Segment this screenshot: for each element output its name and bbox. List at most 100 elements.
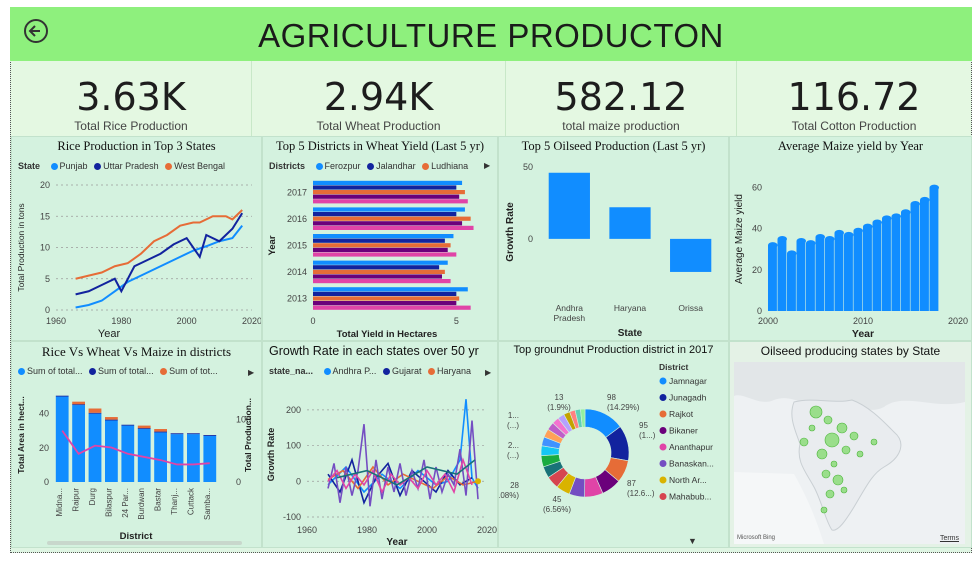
x-tick-label: Pradesh [553, 313, 585, 323]
stacked-bar [170, 433, 184, 435]
x-tick-label: Bilaspur [104, 488, 113, 517]
y-tick-label: 20 [752, 265, 762, 275]
x-tick-label: 2020 [242, 316, 262, 326]
horizontal-scrollbar [47, 541, 242, 545]
x-axis-title: Year [852, 328, 874, 340]
legend-title: State [18, 161, 41, 171]
legend-item[interactable]: Uttar Pradesh [103, 161, 159, 171]
series-line-uttar-pradesh [75, 212, 244, 296]
legend-next-icon[interactable]: ▶ [248, 368, 255, 377]
y-axis-title: Average Maize yield [734, 194, 745, 284]
x-axis-title: State [618, 328, 643, 339]
series-line [336, 459, 476, 486]
scroll-down-icon[interactable]: ▼ [688, 536, 697, 546]
legend-item[interactable]: Sum of total... [98, 366, 154, 376]
y-tick-label: 0 [528, 234, 533, 244]
legend-swatch [165, 163, 173, 170]
area-bar [844, 234, 853, 311]
x-tick-label: Samba... [203, 488, 212, 520]
legend-item[interactable]: Ludhiana [431, 161, 469, 171]
area-cap [910, 201, 920, 208]
legend-item[interactable]: Sum of total... [27, 366, 83, 376]
x-tick-label: 2010 [853, 316, 873, 326]
x-tick-label: 1960 [46, 316, 66, 326]
stacked-bar [187, 433, 200, 435]
map-bubble [825, 489, 835, 499]
bar [313, 194, 460, 199]
stacked-bar [105, 419, 118, 421]
legend-item[interactable]: Ferozpur [324, 161, 361, 171]
stacked-bar [203, 435, 217, 482]
data-label-pct: (...) [507, 451, 519, 460]
y-tick-label: 0 [296, 476, 301, 486]
legend-item: Mahabub... [669, 492, 712, 502]
area-bar [768, 245, 777, 311]
legend-item[interactable]: West Bengal [174, 161, 225, 171]
legend-swatch [89, 368, 97, 375]
legend-swatch [18, 368, 25, 375]
map-bubble [809, 405, 823, 419]
header-bar: AGRICULTURE PRODUCTON [10, 7, 972, 61]
legend-next-icon[interactable]: ▶ [485, 368, 492, 377]
legend-item: Ananthapur [669, 442, 713, 452]
legend-title: District [659, 362, 688, 372]
area-bar [882, 218, 891, 311]
chart-title: Growth Rate in each states over 50 yr [269, 344, 479, 358]
area-bar [929, 187, 939, 311]
x-tick-label: Midna... [55, 488, 64, 516]
bar [313, 269, 445, 274]
x-tick-label: 5 [454, 316, 459, 326]
y-tick-label: 15 [40, 211, 50, 221]
y-tick-label: 5 [45, 274, 50, 284]
area-bar [901, 212, 910, 311]
panel-wheat-yield[interactable]: Top 5 Districts in Wheat Yield (Last 5 y… [262, 136, 498, 341]
area-cap [768, 242, 778, 249]
stacked-bar [121, 424, 135, 426]
panel-rice-wheat-maize[interactable]: Rice Vs Wheat Vs Maize in districts Sum … [11, 341, 262, 548]
panel-maize-yield[interactable]: Average Maize yield by Year 0 20 40 60 2000 2… [729, 136, 972, 341]
y2-tick-label: 100 [236, 414, 251, 424]
series-line-punjab [75, 225, 243, 309]
legend-item[interactable]: Gujarat [391, 366, 422, 376]
map-attribution: Microsoft Bing [737, 535, 776, 541]
kpi-card-wheat[interactable]: 2.94K Total Wheat Production [252, 61, 506, 136]
kpi-card-rice[interactable]: 3.63K Total Rice Production [11, 61, 252, 136]
legend-item[interactable]: Haryana [436, 366, 471, 376]
legend-swatch [323, 368, 331, 375]
legend-item[interactable]: Andhra P... [332, 366, 377, 376]
bar [313, 225, 474, 230]
panel-rice-production[interactable]: Rice Production in Top 3 States State Pu… [11, 136, 262, 341]
legend-next-icon[interactable]: ▶ [484, 161, 491, 170]
back-arrow-glyph [28, 25, 40, 37]
data-label-pct: (1.9%) [547, 403, 571, 412]
bar [313, 301, 457, 306]
y-tick-label: 60 [752, 183, 762, 193]
stacked-bar [154, 431, 167, 433]
panel-groundnut[interactable]: Top groundnut Production district in 201… [498, 341, 729, 548]
bar [313, 199, 468, 204]
kpi-card-cotton[interactable]: 116.72 Total Cotton Production [737, 61, 971, 136]
area-cap [882, 215, 892, 222]
legend-title: Districts [269, 161, 306, 171]
legend-item[interactable]: Jalandhar [376, 161, 416, 171]
stacked-bar [88, 412, 102, 414]
data-label: 98 [607, 393, 616, 402]
chart-title: Top 5 Oilseed Production (Last 5 yr) [521, 139, 706, 153]
india-map[interactable]: Microsoft Bing Terms [734, 362, 965, 544]
map-terms-link[interactable]: Terms [939, 535, 959, 542]
legend-item[interactable]: Sum of tot... [169, 366, 218, 376]
legend-swatch [315, 163, 323, 170]
x-tick-label: Bastar [154, 488, 163, 511]
map-bubble [808, 424, 816, 432]
map-bubble [849, 431, 859, 441]
panel-oilseed[interactable]: Top 5 Oilseed Production (Last 5 yr) 0 50… [498, 136, 729, 341]
back-arrow-icon[interactable] [24, 19, 48, 43]
map-bubble [823, 415, 833, 425]
panel-growth-rate[interactable]: Growth Rate in each states over 50 yr st… [262, 341, 498, 548]
panel-oilseed-map[interactable]: Oilseed producing states by State Micros… [729, 341, 972, 548]
legend-item[interactable]: Punjab [59, 161, 88, 171]
data-label: 87 [627, 479, 636, 488]
kpi-card-maize[interactable]: 582.12 total maize production [506, 61, 737, 136]
area-cap [796, 238, 806, 245]
bar [313, 216, 471, 221]
